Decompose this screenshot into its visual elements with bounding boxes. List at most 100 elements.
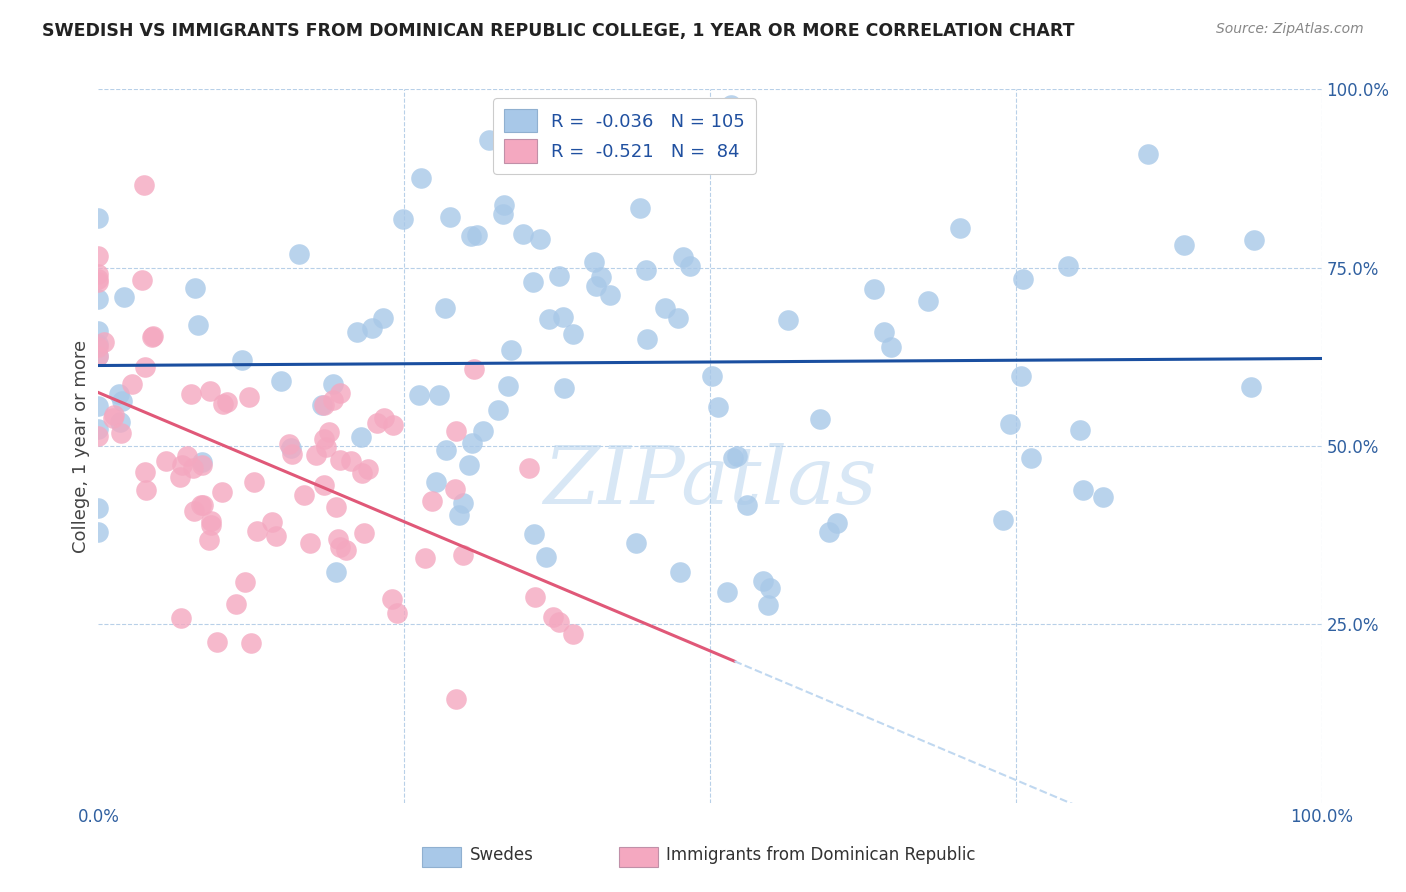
Point — [413, 550, 436, 565]
Point — [103, 409, 125, 423]
Point — [366, 416, 388, 430]
Text: Immigrants from Dominican Republic: Immigrants from Dominican Republic — [666, 846, 976, 863]
Point — [562, 627, 585, 641]
Point — [87, 211, 110, 225]
Point — [200, 517, 222, 532]
Point — [1012, 272, 1035, 286]
Point — [191, 455, 214, 469]
Point — [486, 403, 509, 417]
Point — [176, 449, 198, 463]
Point — [991, 513, 1014, 527]
Point — [87, 275, 110, 289]
Point — [522, 275, 544, 289]
Point — [444, 692, 467, 706]
Point — [312, 478, 335, 492]
Point — [630, 201, 652, 215]
Point — [190, 498, 212, 512]
Point — [700, 369, 723, 384]
Point — [181, 461, 204, 475]
Point — [312, 432, 335, 446]
Point — [246, 524, 269, 538]
Point — [529, 232, 551, 246]
Point — [184, 281, 207, 295]
Point — [270, 374, 292, 388]
Point — [735, 499, 758, 513]
Point — [873, 326, 896, 340]
Point — [87, 249, 110, 263]
Point — [425, 475, 447, 489]
Point — [496, 378, 519, 392]
Point — [110, 425, 132, 440]
Point — [322, 377, 344, 392]
Point — [281, 447, 304, 461]
Point — [299, 536, 322, 550]
Point — [599, 287, 621, 301]
Point — [512, 227, 534, 241]
Point — [676, 140, 699, 154]
Point — [716, 585, 738, 599]
Point — [523, 527, 546, 541]
Point — [169, 470, 191, 484]
Point — [311, 398, 333, 412]
Point — [524, 590, 547, 604]
Point — [636, 332, 658, 346]
Point — [87, 350, 110, 364]
Point — [318, 425, 340, 440]
Point — [225, 597, 247, 611]
Point — [235, 575, 257, 590]
Point — [818, 524, 841, 539]
Point — [553, 381, 575, 395]
Point — [87, 267, 110, 281]
Point — [447, 508, 470, 522]
Point — [280, 442, 302, 456]
Point — [329, 386, 352, 401]
Point — [340, 454, 363, 468]
Point — [499, 343, 522, 357]
Point — [721, 451, 744, 466]
Point — [444, 482, 467, 496]
Point — [322, 392, 344, 407]
Point — [679, 260, 702, 274]
Point — [134, 359, 156, 374]
Point — [197, 533, 219, 548]
Point — [707, 401, 730, 415]
Point — [325, 565, 347, 579]
Point — [427, 388, 450, 402]
Point — [142, 329, 165, 343]
Point — [583, 254, 606, 268]
Point — [205, 635, 228, 649]
Point — [1136, 146, 1159, 161]
Point — [87, 400, 110, 414]
Point — [325, 500, 347, 514]
Point — [371, 310, 394, 325]
Point — [387, 606, 409, 620]
Point — [288, 247, 311, 261]
Point — [155, 454, 177, 468]
Point — [180, 387, 202, 401]
Point — [87, 272, 110, 286]
Point — [669, 566, 692, 580]
Point — [409, 171, 432, 186]
Text: Source: ZipAtlas.com: Source: ZipAtlas.com — [1216, 22, 1364, 37]
Point — [420, 493, 443, 508]
Point — [108, 387, 131, 401]
Point — [215, 394, 238, 409]
Point — [624, 536, 647, 550]
Point — [238, 390, 260, 404]
Point — [472, 424, 495, 438]
Point — [172, 458, 194, 472]
Legend: R =  -0.036   N = 105, R =  -0.521   N =  84: R = -0.036 N = 105, R = -0.521 N = 84 — [494, 98, 755, 174]
Point — [239, 636, 262, 650]
Point — [326, 533, 349, 547]
Text: ZIPatlas: ZIPatlas — [543, 443, 877, 520]
Point — [131, 273, 153, 287]
Point — [548, 268, 571, 283]
Point — [759, 581, 782, 595]
Point — [1071, 483, 1094, 498]
Point — [380, 592, 402, 607]
Point — [212, 397, 235, 411]
Point — [756, 598, 779, 612]
Text: Swedes: Swedes — [470, 846, 533, 863]
Point — [312, 398, 335, 412]
Point — [350, 466, 373, 480]
